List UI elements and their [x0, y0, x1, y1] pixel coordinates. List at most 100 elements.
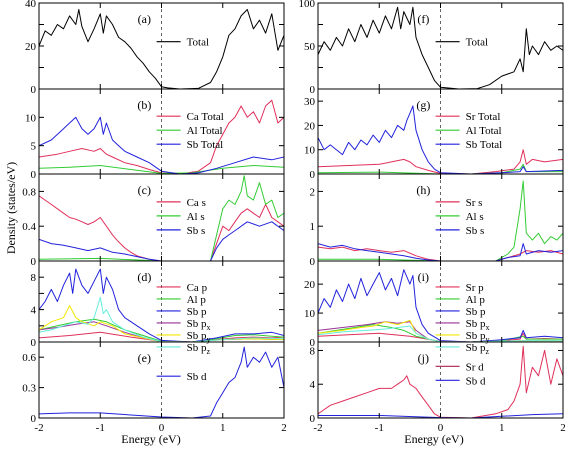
legend-entry: Ca p	[156, 282, 208, 294]
x-axis-title-left: Energy (eV)	[121, 432, 180, 446]
legend-entry: Total	[156, 37, 209, 49]
legend-label: Al p	[187, 294, 207, 306]
legend-entry: Sb px	[156, 318, 211, 332]
legend-entry: Sb py	[156, 330, 210, 344]
series-line-ca-total	[39, 99, 284, 174]
y-axis-title: Density (states/eV)	[4, 162, 18, 254]
legend-label: Sb Total	[466, 139, 503, 151]
legend-entry: Ca Total	[156, 111, 224, 123]
y-tick-label: 20	[25, 41, 37, 53]
y-tick-label: 0	[310, 413, 316, 425]
series-line-sb-total	[39, 116, 284, 174]
panel-label: (d)	[137, 270, 151, 284]
legend-label: Sb Total	[187, 139, 224, 151]
y-tick-label: 0	[310, 337, 316, 349]
legend-entry: Al s	[435, 211, 484, 223]
y-tick-label: 0.8	[22, 186, 36, 198]
legend-label: Ca Total	[187, 111, 224, 123]
panel-b: 0 5 10 (b) Ca Total Al Total Sb Total	[25, 88, 285, 181]
panel-label: (e)	[138, 351, 151, 365]
legend-entry: Sb py	[435, 330, 489, 344]
legend-label: Sb s	[466, 225, 485, 237]
series-line-ca-s	[39, 195, 284, 261]
legend-label: Sr p	[466, 282, 485, 294]
y-tick-label: 0.3	[22, 383, 36, 395]
y-tick-label: 20	[304, 279, 316, 291]
y-tick-label: 100	[299, 0, 316, 10]
y-tick-label: 10	[304, 308, 316, 320]
legend-entry: Sr d	[435, 361, 485, 373]
series-line-al-p	[318, 324, 563, 342]
legend-label: Sb p	[187, 306, 207, 318]
y-tick-label: 10	[25, 112, 37, 124]
legend-label: Sb pz	[466, 342, 490, 356]
series-line-al-s	[318, 180, 563, 261]
series-line-al-s	[39, 175, 284, 261]
panel-label: (a)	[138, 12, 151, 26]
x-tick-label: 2	[281, 422, 287, 434]
legend-entry: Sb s	[156, 225, 206, 237]
y-tick-label: 0	[310, 256, 316, 268]
legend-label: Al Total	[466, 125, 502, 137]
legend-label: Sb px	[466, 318, 490, 332]
panel-h: 0 1 2 (h) Sr s Al s Sb s	[310, 173, 564, 268]
panel-label: (b)	[137, 98, 151, 112]
legend-entry: Al s	[156, 211, 205, 223]
y-tick-label: 8	[31, 272, 37, 284]
legend-entry: Sb d	[435, 375, 486, 387]
legend-entry: Sb Total	[435, 139, 503, 151]
series-line-total	[39, 9, 284, 89]
y-tick-label: 0	[31, 337, 37, 349]
legend-entry: Ca s	[156, 197, 206, 209]
y-tick-label: 8	[310, 345, 316, 357]
x-tick-label: -2	[313, 422, 322, 434]
x-tick-label: -1	[96, 422, 105, 434]
legend-label: Total	[187, 37, 209, 49]
x-tick-label: 1	[220, 422, 226, 434]
y-tick-label: 4	[31, 305, 37, 317]
panel-f: 0 50 100 (f) Total	[299, 0, 564, 96]
y-tick-label: 2	[310, 186, 316, 198]
legend-label: Sr Total	[466, 111, 501, 123]
panel-label: (i)	[418, 270, 429, 284]
legend-entry: Sr s	[435, 197, 482, 209]
legend-label: Sb p	[466, 306, 486, 318]
series-line-sb-s	[318, 243, 563, 261]
x-axis-title-right: Energy (eV)	[404, 432, 463, 446]
series-line-sb-p	[39, 268, 284, 342]
panel-e: -2 -1 0 1 2 0 0.3 0.6 (e) Sb d	[22, 341, 287, 434]
series-line-ca-p	[39, 331, 284, 342]
legend-entry: Al p	[156, 294, 207, 306]
legend-label: Sr d	[466, 361, 485, 373]
legend-label: Total	[466, 37, 488, 49]
legend-label: Ca p	[187, 282, 208, 294]
panel-j: -2 -1 0 1 2 0 4 8 (j) Sr d Sb d	[310, 341, 566, 434]
legend-label: Sb d	[466, 375, 486, 387]
legend-label: Sb s	[187, 225, 206, 237]
legend-label: Ca s	[187, 197, 206, 209]
legend-entry: Sb p	[156, 306, 207, 318]
panel-label: (g)	[416, 98, 430, 112]
legend-entry: Al Total	[435, 125, 502, 137]
legend-entry: Sb pz	[435, 342, 490, 356]
series-line-sr-d	[318, 345, 563, 418]
legend-entry: Sb pz	[156, 342, 210, 356]
legend-entry: Sr p	[435, 282, 485, 294]
y-tick-label: 0	[31, 413, 37, 425]
y-tick-label: 40	[25, 0, 37, 10]
panel-c: 0 0.4 0.8 (c) Ca s Al s Sb s	[22, 173, 285, 268]
legend-entry: Total	[435, 37, 488, 49]
y-tick-label: 10	[304, 145, 316, 157]
series-line-al-p	[39, 318, 284, 342]
y-tick-label: 0	[31, 169, 37, 181]
legend-label: Sb d	[187, 371, 207, 383]
series-line-sb-s	[39, 221, 284, 261]
y-tick-label: 0.6	[22, 352, 36, 364]
y-tick-label: 0	[31, 256, 37, 268]
legend-label: Sb px	[187, 318, 211, 332]
series-line-sr-s	[318, 246, 563, 261]
x-tick-label: 0	[159, 422, 165, 434]
y-tick-label: 50	[304, 41, 316, 53]
